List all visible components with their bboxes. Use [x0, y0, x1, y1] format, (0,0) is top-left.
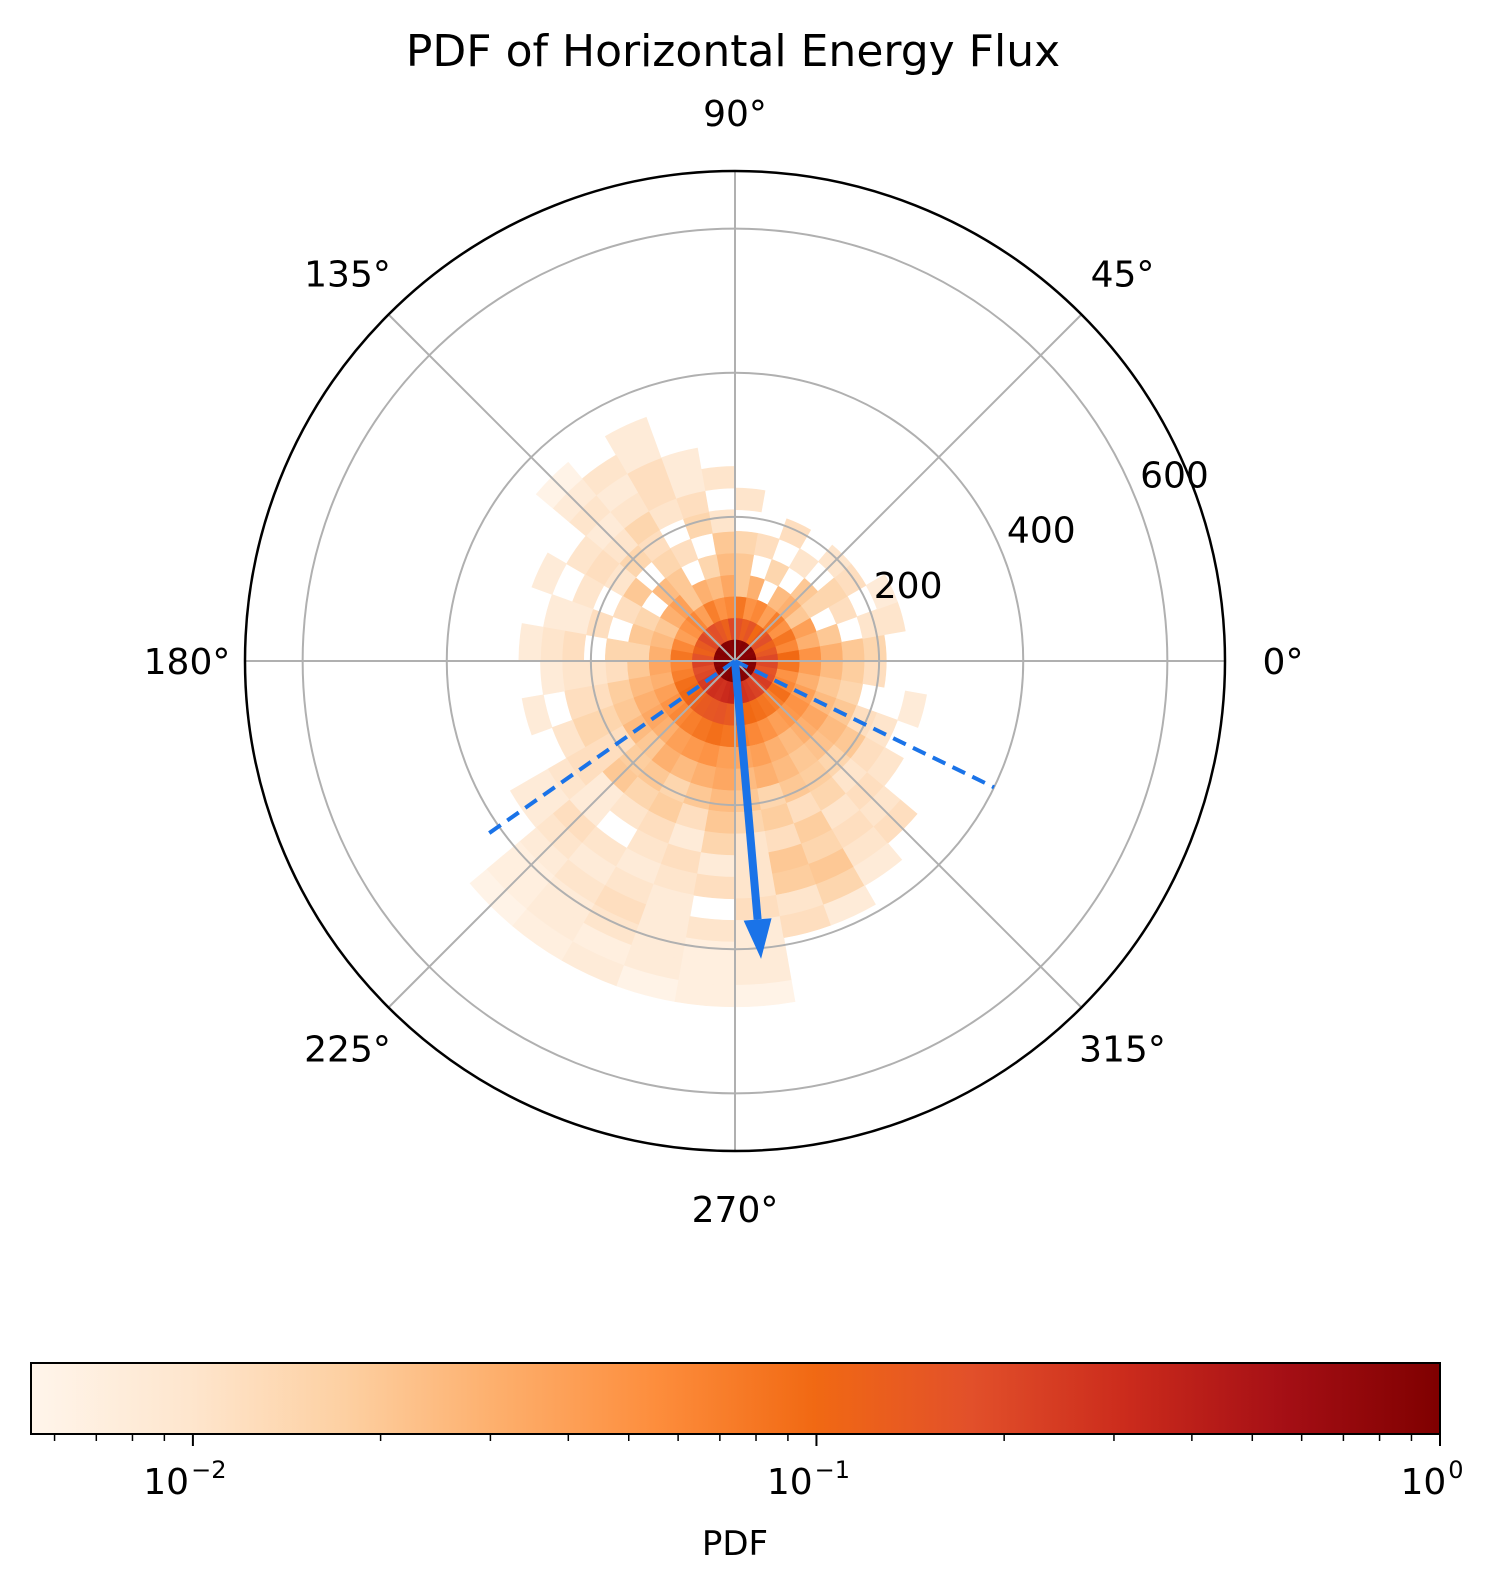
colorbar-label: PDF [702, 1524, 768, 1564]
colorbar: 10−2 10−1 100 PDF [30, 1362, 1464, 1564]
spread-line [734, 659, 995, 790]
angular-gridline [387, 660, 736, 1009]
histogram-cell [604, 416, 655, 456]
histogram-cell [778, 518, 812, 550]
angle-tick-label: 135° [304, 255, 391, 296]
histogram-cell [712, 767, 736, 792]
histogram-cell [841, 638, 866, 662]
spread-line [485, 659, 737, 837]
angular-gridline [734, 313, 1083, 662]
histogram-cell [815, 623, 842, 647]
mean-direction-arrow-shaft [731, 660, 762, 920]
histogram-cell [734, 530, 758, 555]
radial-tick-label: 400 [1007, 511, 1076, 552]
angle-tick-label: 90° [703, 94, 767, 135]
histogram-cell [697, 852, 736, 878]
polar-frame [243, 169, 1227, 1153]
angle-tick-label: 180° [144, 642, 231, 683]
histogram-cell [788, 548, 819, 579]
histogram-cell [823, 885, 876, 926]
angle-tick-labels: 0° 45° 90° 135° 180° 225° 270° 315° [144, 94, 1304, 1231]
radial-tick-labels: 200 400 600 [874, 456, 1209, 607]
histogram-cell [561, 630, 587, 662]
radial-tick-label: 200 [874, 566, 943, 607]
histogram-cell [700, 830, 736, 856]
histogram-cell [561, 660, 587, 692]
histogram-cell [700, 466, 736, 492]
histogram-cell [712, 530, 736, 555]
histogram-cell [682, 937, 736, 964]
histogram-cell [853, 842, 903, 887]
colorbar-ticks: 10−2 10−1 100 [53, 1434, 1464, 1503]
angular-gridline [387, 313, 736, 662]
histogram-cell [583, 660, 608, 688]
histogram-cell [708, 788, 736, 813]
angle-tick-label: 45° [1091, 255, 1155, 296]
polar-grid [243, 169, 1227, 1153]
radial-tick-label: 600 [1140, 456, 1209, 497]
histogram-cell [734, 552, 755, 577]
colorbar-tick-label: 10−1 [767, 1456, 850, 1503]
angle-tick-label: 0° [1263, 642, 1304, 683]
histogram-cell [518, 623, 544, 662]
histogram-cell [540, 626, 566, 662]
angular-gridline [734, 660, 1083, 1009]
histogram-cell [704, 809, 736, 835]
colorbar-tick-label: 10−2 [143, 1456, 226, 1503]
angle-tick-label: 315° [1079, 1029, 1166, 1070]
angle-tick-label: 270° [692, 1190, 779, 1231]
angle-tick-label: 225° [304, 1029, 391, 1070]
histogram-cell [540, 660, 566, 696]
histogram-cell [693, 873, 736, 900]
histogram-cell [867, 747, 904, 787]
histogram-cell [734, 979, 796, 1008]
histogram-cell [897, 690, 927, 728]
histogram-cell [604, 638, 629, 662]
histogram-cell [764, 559, 790, 587]
histogram-cells [469, 416, 927, 1008]
histogram-cell [862, 634, 887, 662]
colorbar-gradient [30, 1362, 1441, 1435]
mean-direction-arrow-head [743, 918, 772, 959]
colorbar-tick-label: 100 [1400, 1456, 1463, 1503]
histogram-cell [734, 487, 766, 513]
histogram-cell [685, 916, 736, 943]
chart-title: PDF of Horizontal Energy Flux [406, 26, 1060, 77]
histogram-cell [862, 660, 887, 688]
histogram-cell [697, 554, 721, 581]
histogram-cell [753, 532, 780, 560]
direction-markers [485, 659, 995, 959]
histogram-cell [841, 660, 866, 684]
histogram-cell [865, 574, 898, 610]
histogram-cell [521, 694, 553, 736]
histogram-cell [708, 509, 736, 534]
histogram-cell [531, 552, 567, 595]
